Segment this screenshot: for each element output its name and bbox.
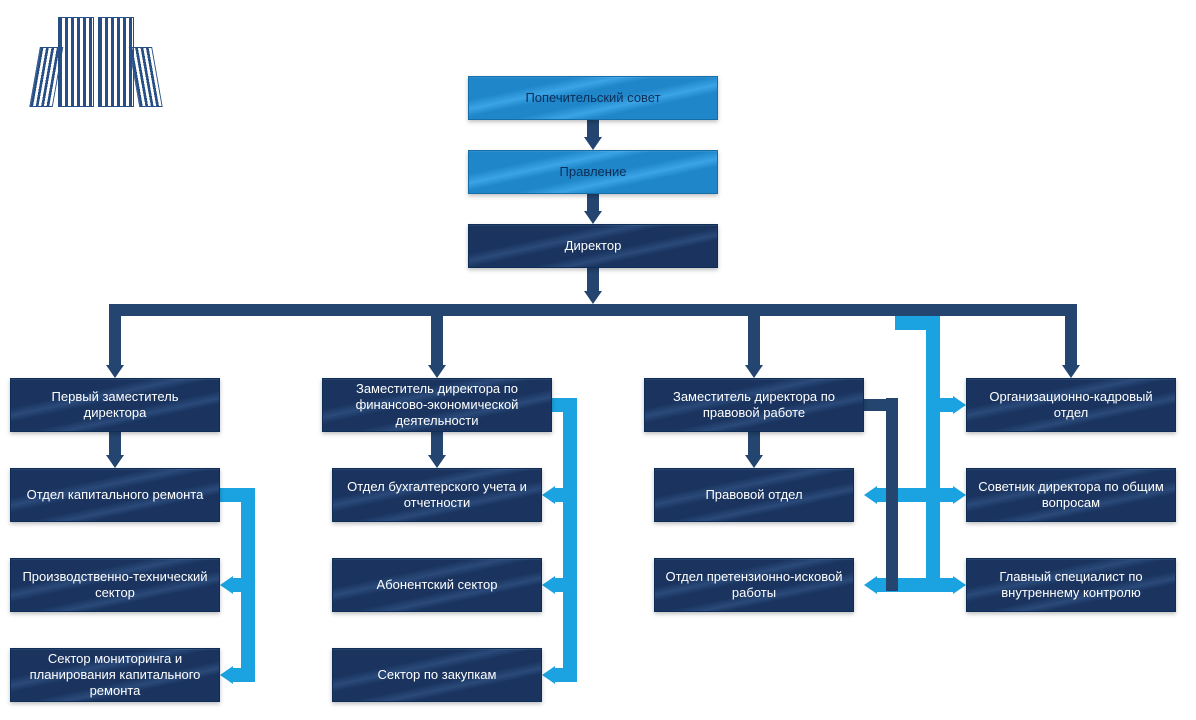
arrow-down-icon: [106, 365, 124, 378]
connector-horizontal: [864, 399, 898, 411]
connector-vertical: [587, 268, 599, 291]
arrow-down-icon: [428, 365, 446, 378]
org-node-label: Сектор мониторинга и планирования капита…: [21, 651, 209, 700]
org-node-label: Заместитель директора по правовой работе: [655, 389, 853, 422]
connector-vertical: [587, 120, 599, 137]
connector-horizontal: [555, 578, 570, 592]
connector-vertical: [563, 398, 577, 682]
arrow-down-icon: [1062, 365, 1080, 378]
org-node: Организационно-кадровый отдел: [966, 378, 1176, 432]
org-node-label: Правовой отдел: [705, 487, 802, 503]
arrow-right-icon: [953, 486, 966, 504]
arrow-down-icon: [428, 455, 446, 468]
org-node-label: Советник директора по общим вопросам: [977, 479, 1165, 512]
org-node: Производственно-технический сектор: [10, 558, 220, 612]
org-node: Советник директора по общим вопросам: [966, 468, 1176, 522]
org-node: Правление: [468, 150, 718, 194]
org-node: Абонентский сектор: [332, 558, 542, 612]
org-node-label: Отдел капитального ремонта: [27, 487, 204, 503]
org-node-label: Отдел претензионно-исковой работы: [665, 569, 843, 602]
arrow-down-icon: [584, 211, 602, 224]
arrow-left-icon: [542, 666, 555, 684]
org-node: Отдел капитального ремонта: [10, 468, 220, 522]
connector-vertical: [748, 304, 760, 365]
org-node-label: Производственно-технический сектор: [21, 569, 209, 602]
org-node-label: Директор: [565, 238, 622, 254]
arrow-down-icon: [584, 137, 602, 150]
connector-vertical: [431, 304, 443, 365]
connector-vertical: [431, 432, 443, 455]
connector-horizontal: [933, 398, 953, 412]
arrow-down-icon: [106, 455, 124, 468]
org-node: Сектор мониторинга и планирования капита…: [10, 648, 220, 702]
org-node: Первый заместитель директора: [10, 378, 220, 432]
org-node-label: Абонентский сектор: [377, 577, 498, 593]
connector-horizontal: [233, 578, 248, 592]
connector-horizontal: [555, 668, 570, 682]
connector-vertical: [109, 304, 121, 365]
connector-vertical: [886, 398, 898, 591]
company-logo: [20, 12, 170, 107]
org-node: Директор: [468, 224, 718, 268]
arrow-left-icon: [220, 666, 233, 684]
org-node: Отдел претензионно-исковой работы: [654, 558, 854, 612]
org-node: Заместитель директора по финансово-эконо…: [322, 378, 552, 432]
connector-horizontal: [555, 488, 570, 502]
connector-vertical: [587, 194, 599, 211]
connector-horizontal: [933, 488, 953, 502]
org-node-label: Главный специалист по внутреннему контро…: [977, 569, 1165, 602]
org-node-label: Правление: [560, 164, 627, 180]
connector-vertical: [109, 432, 121, 455]
connector-horizontal: [933, 578, 953, 592]
arrow-right-icon: [953, 396, 966, 414]
arrow-left-icon: [220, 576, 233, 594]
org-node: Главный специалист по внутреннему контро…: [966, 558, 1176, 612]
arrow-left-icon: [542, 576, 555, 594]
connector-vertical: [926, 316, 940, 592]
arrow-left-icon: [864, 486, 877, 504]
org-node: Сектор по закупкам: [332, 648, 542, 702]
org-node-label: Отдел бухгалтерского учета и отчетности: [343, 479, 531, 512]
connector-horizontal: [233, 668, 248, 682]
org-node-label: Заместитель директора по финансово-эконо…: [333, 381, 541, 430]
org-node: Правовой отдел: [654, 468, 854, 522]
org-node-label: Организационно-кадровый отдел: [977, 389, 1165, 422]
connector-horizontal: [109, 304, 1077, 316]
org-node-label: Сектор по закупкам: [378, 667, 497, 683]
arrow-left-icon: [864, 576, 877, 594]
arrow-down-icon: [584, 291, 602, 304]
arrow-down-icon: [745, 365, 763, 378]
org-node: Заместитель директора по правовой работе: [644, 378, 864, 432]
arrow-down-icon: [745, 455, 763, 468]
org-node-label: Первый заместитель директора: [21, 389, 209, 422]
org-node: Отдел бухгалтерского учета и отчетности: [332, 468, 542, 522]
arrow-right-icon: [953, 576, 966, 594]
connector-vertical: [1065, 304, 1077, 365]
org-node-label: Попечительский совет: [525, 90, 660, 106]
org-node: Попечительский совет: [468, 76, 718, 120]
arrow-left-icon: [542, 486, 555, 504]
connector-vertical: [748, 432, 760, 455]
